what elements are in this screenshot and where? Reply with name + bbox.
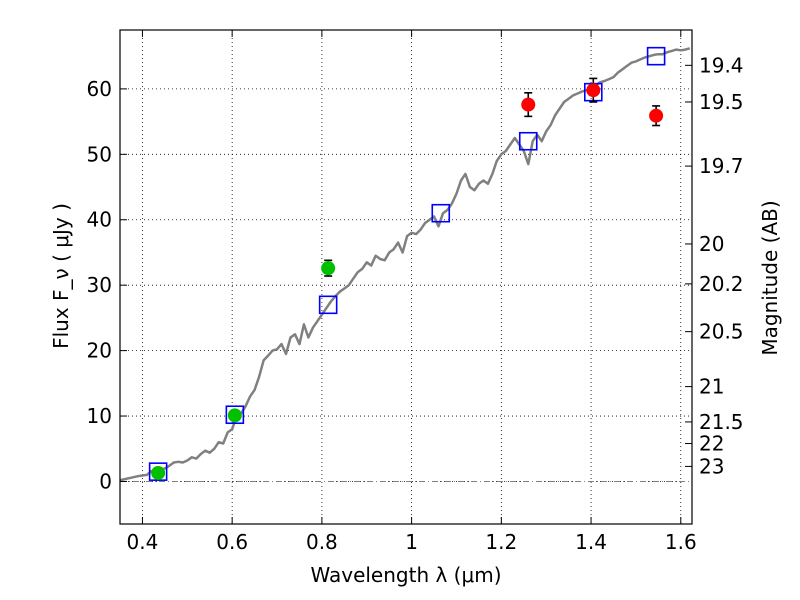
right-axis-label: Magnitude (AB) — [758, 200, 782, 355]
x-tick-label: 0.6 — [216, 530, 248, 554]
right-tick-label: 20.2 — [699, 272, 744, 296]
observed-point — [649, 108, 664, 123]
observed-point — [151, 465, 166, 480]
model-spectrum-line — [119, 47, 691, 482]
right-tick-label: 21.5 — [699, 410, 744, 434]
y-tick-label: 0 — [99, 469, 112, 493]
model-photometry-layer — [148, 46, 666, 481]
model-photometry-square — [431, 203, 451, 223]
model-spectrum-layer — [119, 47, 691, 482]
y-tick-label: 10 — [87, 404, 112, 428]
y-tick-label: 30 — [87, 273, 112, 297]
observed-point — [521, 97, 536, 112]
x-axis-label: Wavelength λ (μm) — [310, 563, 501, 587]
right-tick-label: 22 — [699, 432, 724, 456]
model-photometry-square — [318, 295, 338, 315]
y-tick-label: 20 — [87, 339, 112, 363]
y-tick-label: 60 — [87, 77, 112, 101]
observed-point — [321, 261, 336, 276]
model-photometry-square — [148, 462, 168, 481]
right-tick-label: 19.5 — [699, 90, 744, 114]
right-tick-label: 19.7 — [699, 154, 744, 178]
right-tick-label: 20 — [699, 232, 724, 256]
model-photometry-square — [646, 46, 666, 66]
model-photometry-square — [518, 131, 538, 151]
right-tick-label: 21 — [699, 375, 724, 399]
x-tick-label: 1.4 — [575, 530, 607, 554]
y-tick-label: 40 — [87, 208, 112, 232]
observed-point — [586, 83, 601, 98]
x-tick-label: 1.2 — [485, 530, 517, 554]
plot-frame — [119, 29, 693, 525]
observed-points-layer — [151, 83, 664, 480]
x-tick-label: 0.4 — [127, 530, 159, 554]
right-tick-label: 23 — [699, 454, 724, 478]
x-tick-label: 1 — [405, 530, 418, 554]
right-tick-label: 20.5 — [699, 320, 744, 344]
y-axis-label: Flux F_ν ( μJy ) — [49, 203, 73, 349]
right-tick-label: 19.4 — [699, 53, 744, 77]
tick-marks — [120, 30, 692, 524]
x-tick-label: 1.6 — [665, 530, 697, 554]
y-tick-labels: 0 10 20 30 40 50 60 — [87, 77, 112, 494]
x-tick-labels: 0.4 0.6 0.8 1 1.2 1.4 1.6 — [127, 530, 697, 554]
model-photometry-square — [225, 405, 245, 425]
y-tick-label: 50 — [87, 142, 112, 166]
observed-point — [227, 408, 242, 423]
x-tick-label: 0.8 — [306, 530, 338, 554]
